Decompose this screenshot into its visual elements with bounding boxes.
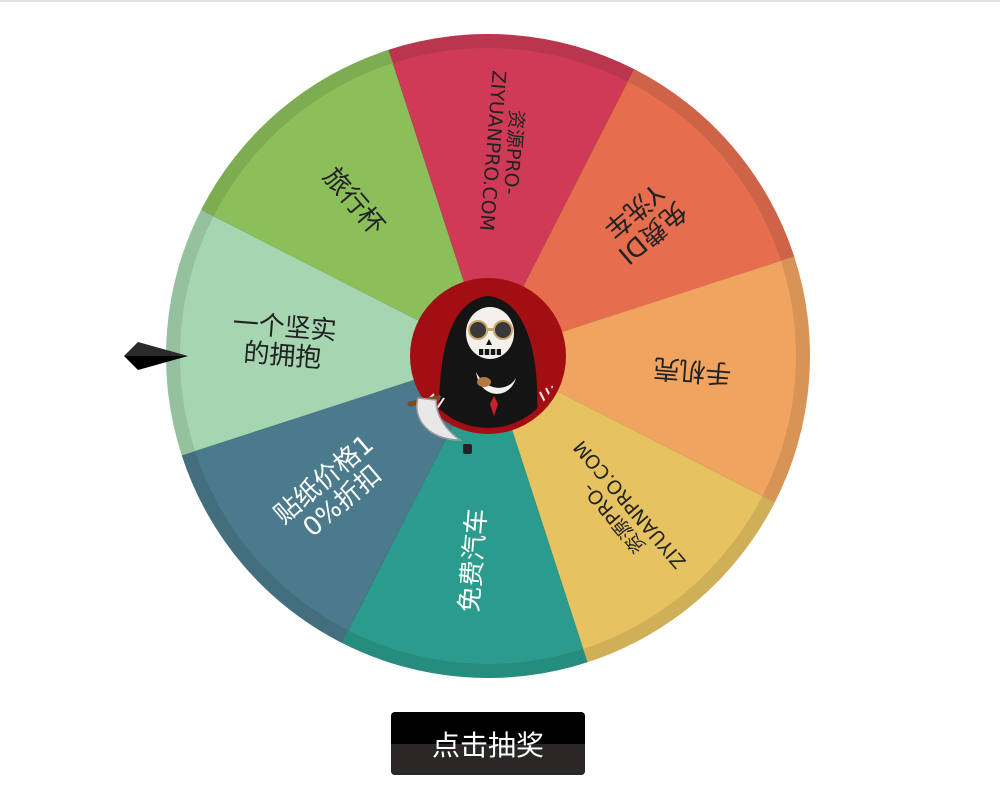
wheel-segment: 资源PRO-ZIYUANPRO.COM: [388, 33, 635, 356]
pointer-arrow-icon: [124, 342, 188, 370]
prize-wheel-area: 一个坚实的拥抱 旅行杯 资源PRO-ZIYUANPRO.COM 免费DIY洗车 手机壳资…: [0, 0, 1000, 700]
scythe-icon: [407, 395, 472, 454]
spin-button[interactable]: 点击抽奖: [391, 712, 585, 775]
wheel-segment: 旅行杯: [201, 49, 489, 357]
wheel-center-hub: [407, 278, 566, 454]
segment-fill: [392, 47, 628, 356]
wheel-segment: 手机壳: [488, 256, 811, 503]
segment-fill: [195, 356, 489, 631]
wheel-rotor: 一个坚实的拥抱旅行杯资源PRO-ZIYUANPRO.COM免费DIY洗车手机壳资…: [166, 33, 811, 678]
segment-fill: [213, 63, 488, 357]
grim-reaper-icon: [416, 284, 560, 428]
segment-fill: [180, 216, 489, 452]
top-border: [0, 0, 1000, 2]
segment-fill: [488, 260, 796, 496]
segment-fill: [348, 356, 584, 664]
segment-fill: [488, 356, 763, 649]
spin-button-label: 点击抽奖: [431, 728, 544, 762]
segment-label: 一个坚实的拥抱: [229, 309, 337, 376]
segment-fill: [488, 81, 781, 356]
segment-label: 手机壳: [652, 352, 732, 388]
wheel-segment: 免费DIY洗车: [488, 69, 795, 357]
prize-wheel[interactable]: 一个坚实的拥抱旅行杯资源PRO-ZIYUANPRO.COM免费DIY洗车手机壳资…: [0, 0, 1000, 700]
wheel-segment: 资源PRO-ZIYUANPRO.COM: [488, 356, 775, 663]
wheel-segment: 贴纸价格10%折扣: [181, 356, 489, 643]
wheel-segment: 免费汽车: [341, 356, 588, 678]
wheel-segment: 一个坚实的拥抱: [166, 209, 489, 456]
